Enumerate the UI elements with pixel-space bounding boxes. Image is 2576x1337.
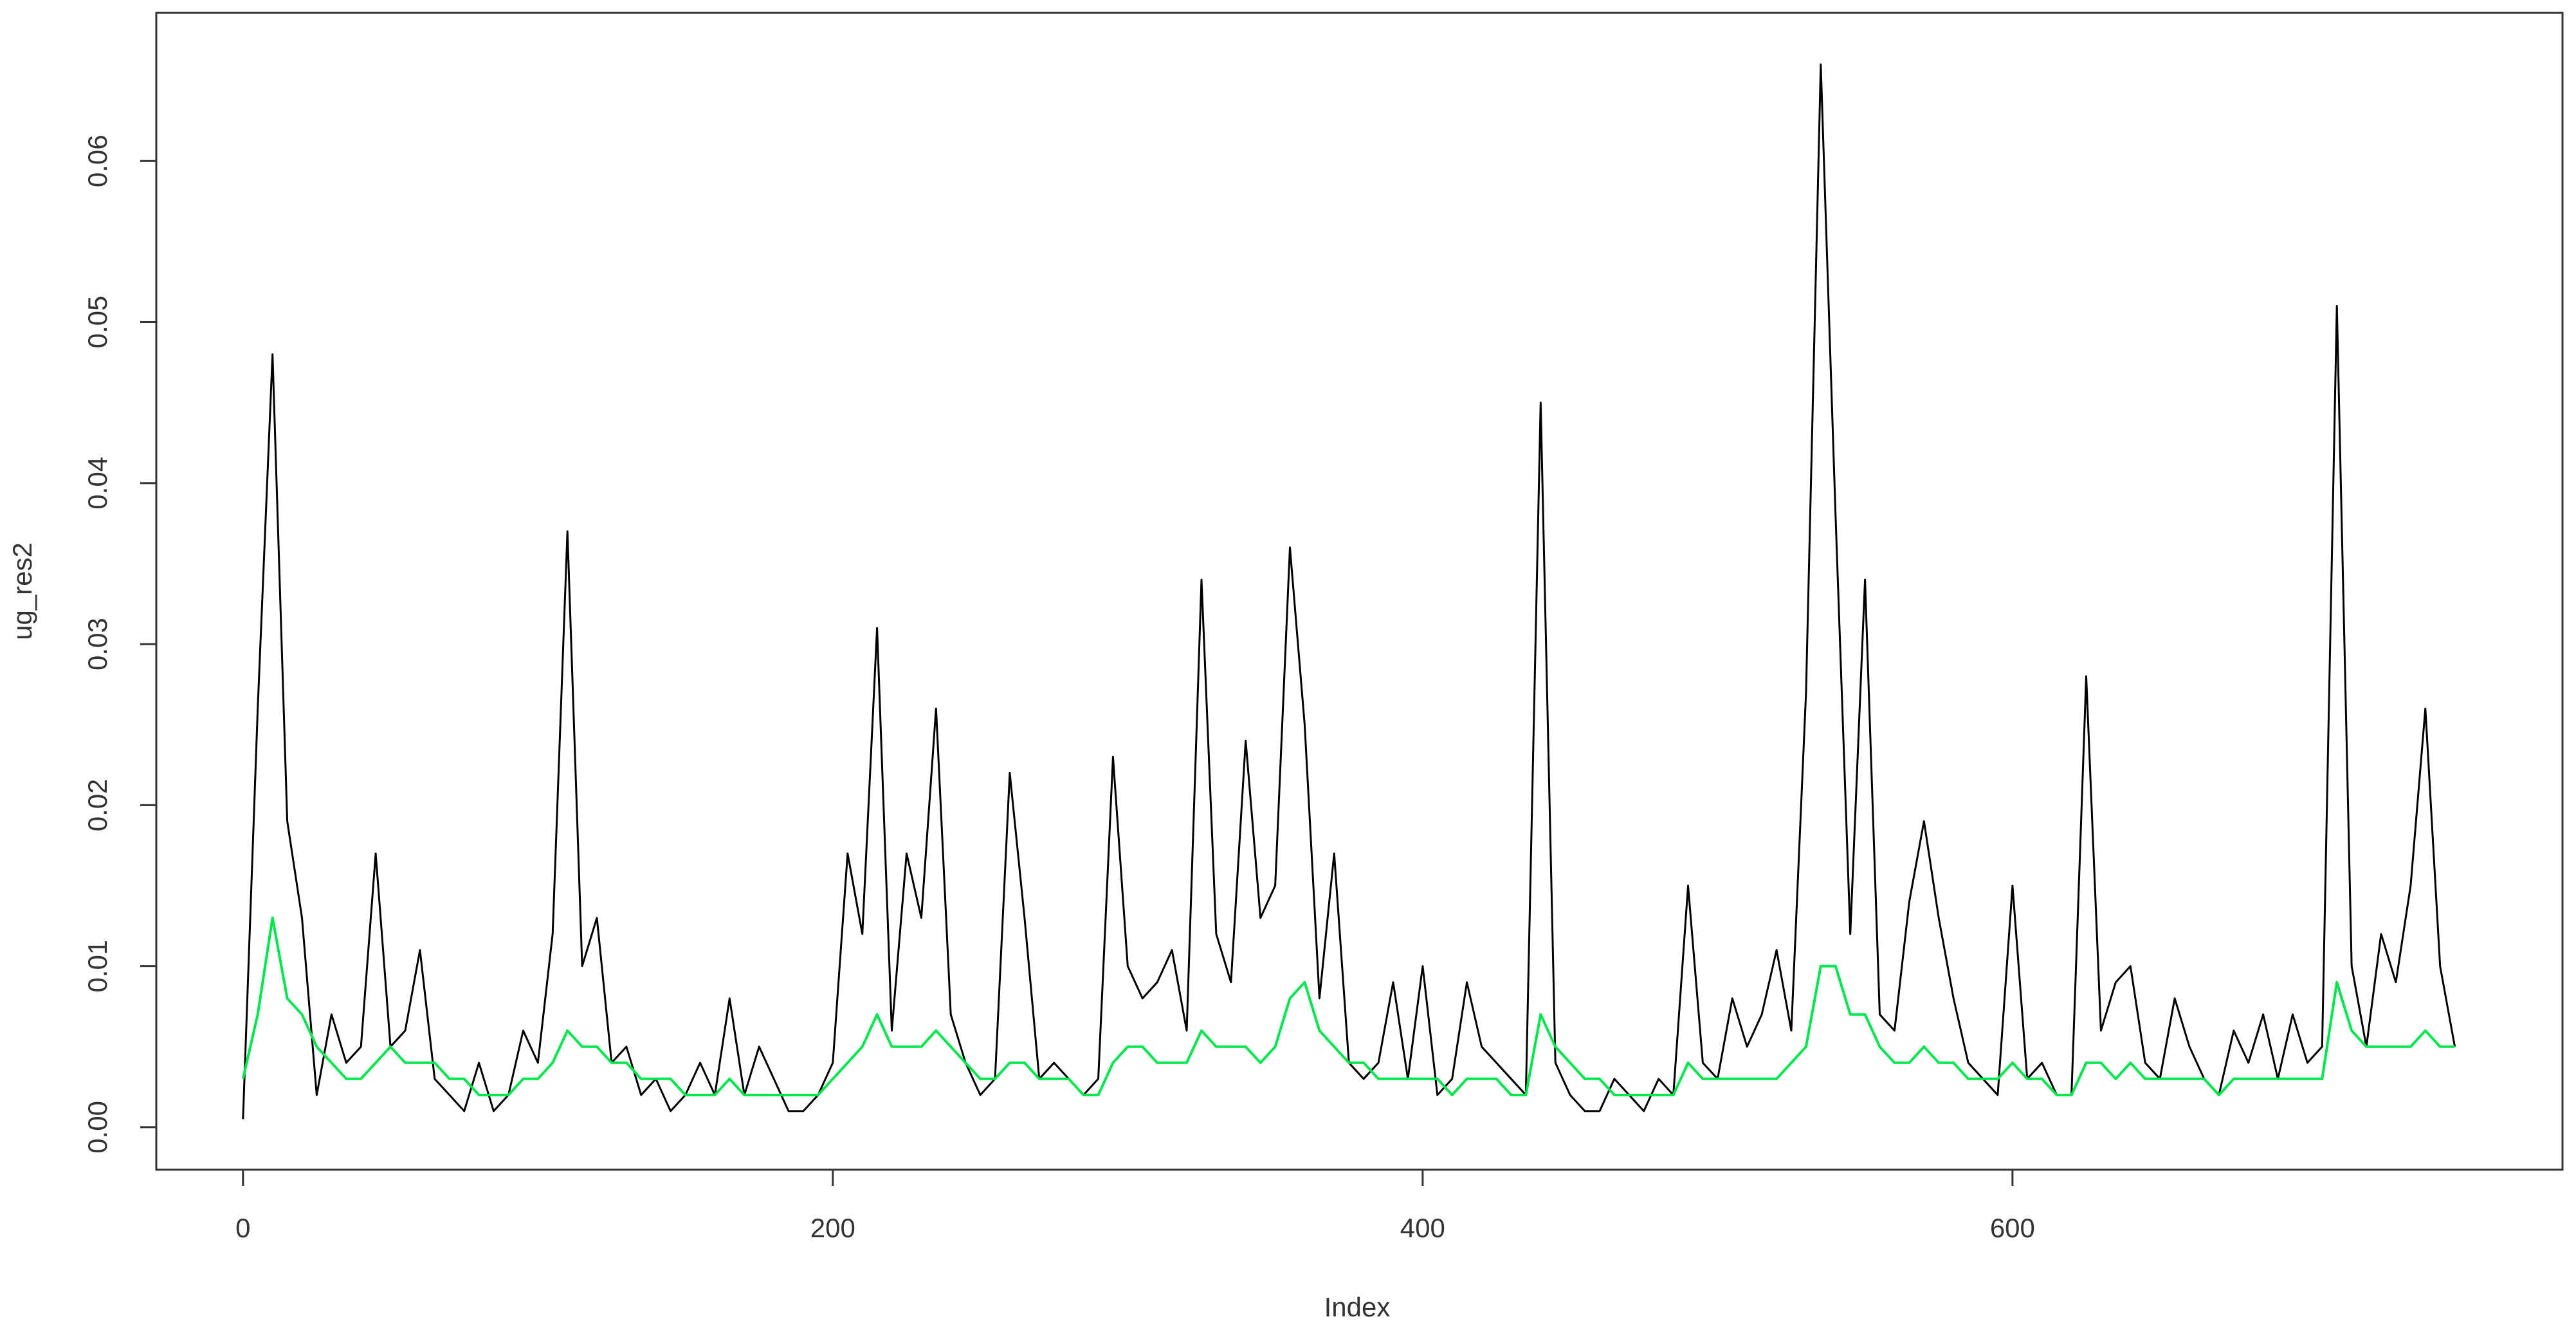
y-tick-label: 0.03 <box>82 618 113 670</box>
x-tick-label: 0 <box>235 1213 250 1243</box>
y-tick-label: 0.00 <box>82 1101 113 1154</box>
x-tick-label: 200 <box>810 1213 855 1243</box>
x-tick-label: 600 <box>1990 1213 2035 1243</box>
plot-frame <box>155 12 2564 1171</box>
y-tick-label: 0.06 <box>82 134 113 187</box>
y-tick-label: 0.04 <box>82 457 113 510</box>
series-line <box>241 916 2455 1096</box>
y-axis-label: ug_res2 <box>7 542 37 640</box>
y-tick-label: 0.01 <box>82 940 113 993</box>
series-line <box>242 63 2456 1120</box>
y-tick-label: 0.05 <box>82 296 113 349</box>
x-axis-label: Index <box>1324 1292 1391 1322</box>
x-tick-label: 400 <box>1400 1213 1445 1243</box>
y-tick-label: 0.02 <box>82 779 113 831</box>
